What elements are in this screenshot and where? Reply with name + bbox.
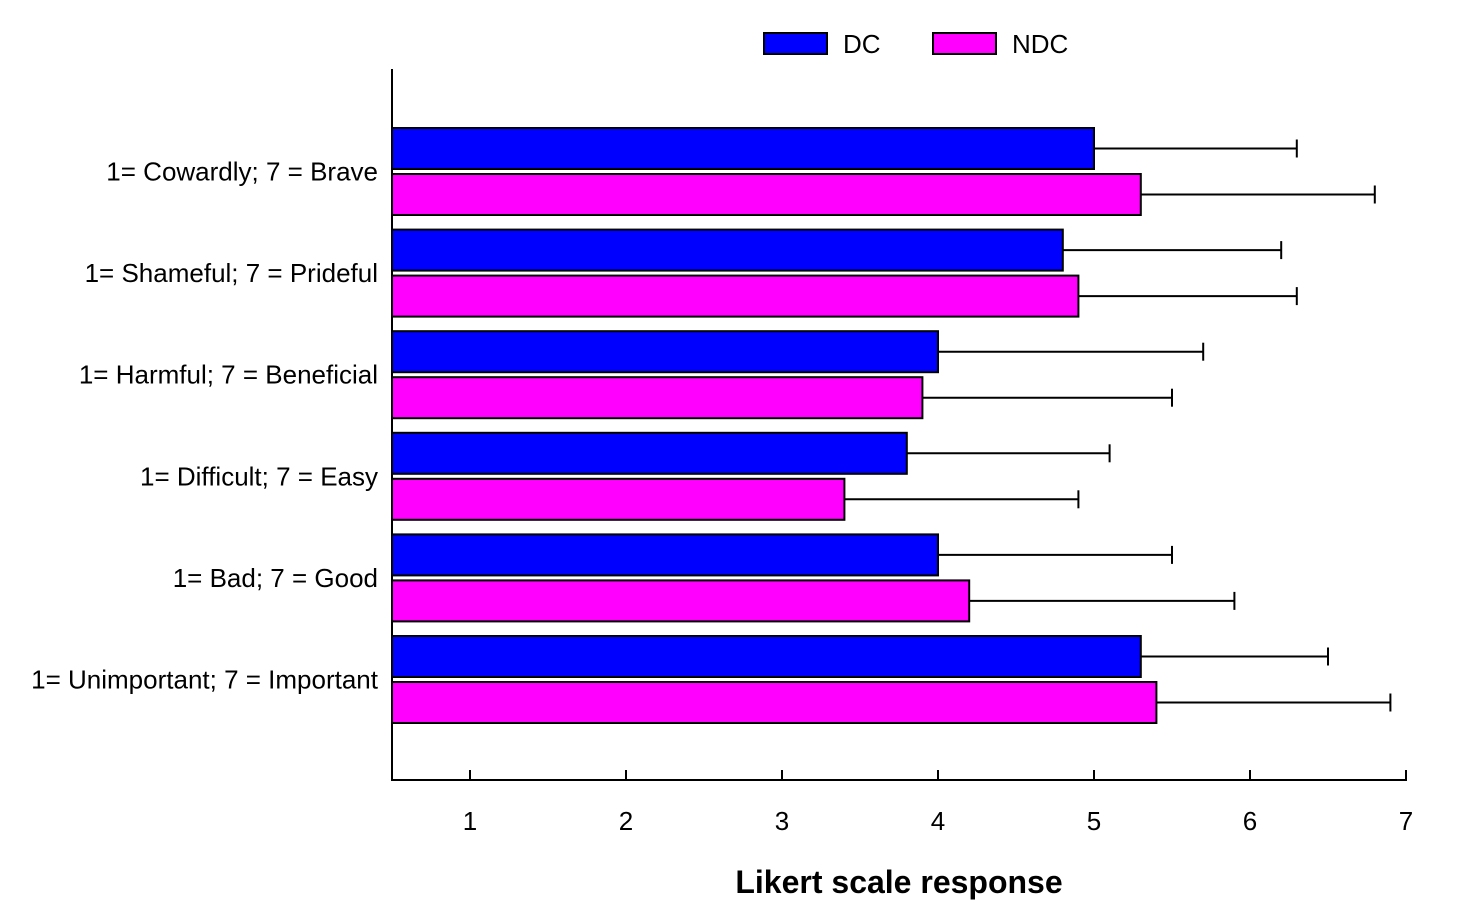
bars-group (391, 127, 1158, 724)
bar-ndc-5 (391, 681, 1158, 724)
x-tick-label: 4 (931, 806, 945, 836)
legend-label-dc: DC (843, 29, 881, 59)
error-bars-group (844, 139, 1392, 712)
x-tick-label: 2 (619, 806, 633, 836)
bar-ndc-4 (391, 579, 971, 623)
x-tick-label: 1 (463, 806, 477, 836)
legend-label-ndc: NDC (1012, 29, 1068, 59)
category-label: 1= Shameful; 7 = Prideful (85, 258, 378, 288)
x-tick-label: 6 (1243, 806, 1257, 836)
bar-ndc-1 (391, 274, 1080, 318)
axes-group: 1 2 3 4 5 6 7 (391, 69, 1413, 836)
category-labels-group: 1= Cowardly; 7 = Brave 1= Shameful; 7 = P… (31, 157, 379, 695)
x-axis-title: Likert scale response (735, 864, 1062, 900)
category-label: 1= Difficult; 7 = Easy (140, 461, 378, 491)
bar-dc-3 (391, 431, 908, 475)
category-label: 1= Cowardly; 7 = Brave (106, 157, 378, 187)
x-tick-label: 7 (1399, 806, 1413, 836)
bar-dc-1 (391, 228, 1064, 272)
legend: DC NDC (763, 29, 1068, 59)
legend-swatch-ndc (932, 32, 997, 55)
bar-dc-5 (391, 635, 1142, 678)
bar-ndc-0 (391, 173, 1142, 216)
bar-ndc-3 (391, 477, 846, 521)
x-tick-label: 3 (775, 806, 789, 836)
category-label: 1= Harmful; 7 = Beneficial (79, 360, 378, 390)
x-tick-label: 5 (1087, 806, 1101, 836)
legend-swatch-dc (763, 32, 828, 55)
bar-ndc-2 (391, 376, 924, 420)
category-label: 1= Bad; 7 = Good (173, 563, 378, 593)
category-label: 1= Unimportant; 7 = Important (31, 665, 379, 695)
bar-dc-0 (391, 127, 1095, 170)
bar-dc-2 (391, 330, 939, 374)
bar-dc-4 (391, 533, 939, 577)
